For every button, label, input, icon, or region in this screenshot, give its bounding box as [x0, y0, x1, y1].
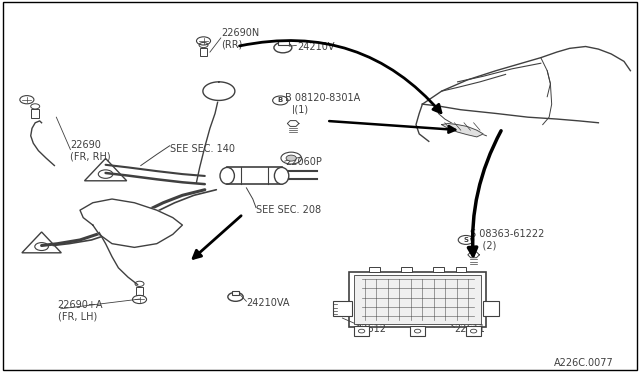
Text: A226C.0077: A226C.0077: [554, 358, 613, 368]
Bar: [354, 326, 369, 336]
Polygon shape: [22, 232, 61, 253]
Bar: [433, 267, 444, 272]
Ellipse shape: [275, 167, 289, 184]
Polygon shape: [442, 124, 483, 137]
Text: S: S: [463, 237, 468, 243]
Text: SEE SEC. 140: SEE SEC. 140: [170, 144, 235, 154]
Circle shape: [281, 152, 301, 164]
Bar: [466, 326, 481, 336]
Bar: [401, 267, 412, 272]
Bar: [136, 287, 143, 295]
Text: 24210VA: 24210VA: [246, 298, 290, 308]
Bar: [31, 109, 39, 118]
Bar: [349, 272, 486, 327]
Polygon shape: [468, 252, 479, 258]
Text: B 08120-8301A
   (1): B 08120-8301A (1): [285, 93, 360, 115]
Text: 22690N
(RR): 22690N (RR): [221, 28, 259, 50]
Circle shape: [286, 155, 296, 161]
Text: B: B: [278, 97, 283, 103]
Bar: [278, 41, 289, 45]
Bar: [483, 301, 499, 316]
Circle shape: [274, 42, 292, 53]
Bar: [333, 301, 352, 316]
Text: 22060P: 22060P: [285, 157, 322, 167]
Text: S 08363-61222
    (2): S 08363-61222 (2): [470, 229, 545, 251]
Bar: [456, 267, 466, 272]
Text: 24210V: 24210V: [298, 42, 335, 51]
Bar: [369, 267, 380, 272]
Polygon shape: [287, 121, 299, 126]
Bar: [410, 326, 426, 336]
Bar: [200, 48, 207, 56]
Bar: [354, 275, 481, 324]
Text: 22690+A
(FR, LH): 22690+A (FR, LH): [58, 300, 103, 321]
Ellipse shape: [220, 167, 234, 184]
Polygon shape: [84, 158, 127, 181]
Text: 22690
(FR, RH): 22690 (FR, RH): [70, 140, 111, 161]
Text: 22611: 22611: [454, 324, 485, 334]
Circle shape: [228, 292, 243, 301]
Circle shape: [99, 170, 113, 178]
Bar: [227, 167, 282, 184]
Text: SEE SEC. 208: SEE SEC. 208: [256, 205, 321, 215]
Circle shape: [35, 243, 49, 250]
Polygon shape: [80, 199, 182, 247]
Text: 22612: 22612: [355, 324, 386, 334]
Bar: [232, 291, 239, 295]
